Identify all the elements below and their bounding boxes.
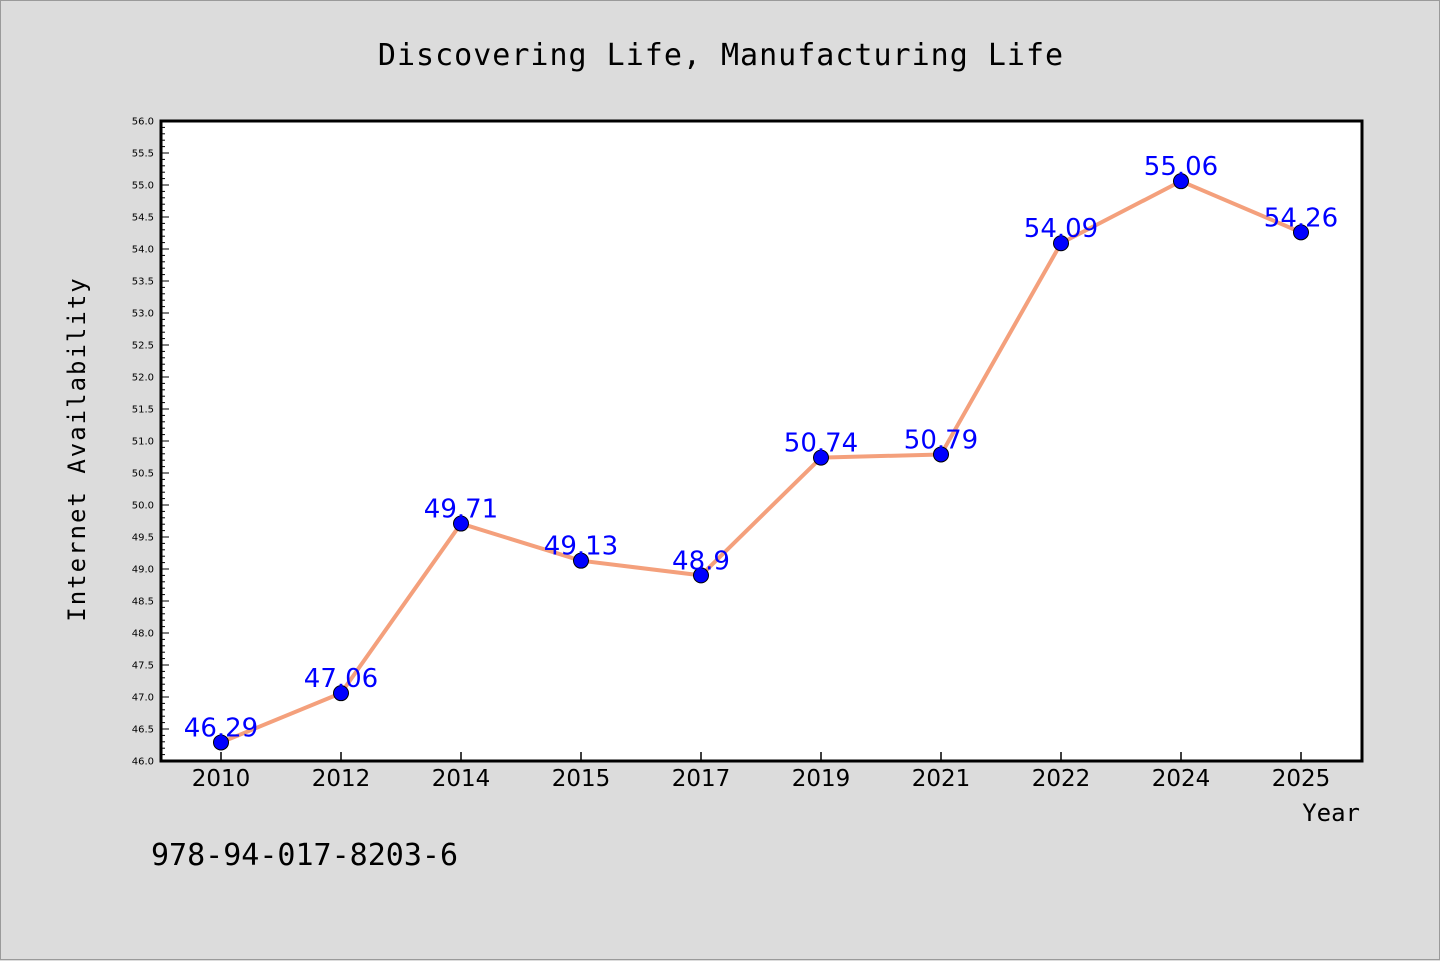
data-markers xyxy=(213,173,1309,751)
y-tick-label: 54.5 xyxy=(132,213,154,224)
y-tick-label: 50.5 xyxy=(132,469,154,480)
y-tick-label: 51.5 xyxy=(132,405,154,416)
x-axis-ticks: 2010 2012 2014 2015 2017 2019 2021 2022 2024 2025 xyxy=(192,752,1331,792)
data-labels: 46.29 47.06 49.71 49.13 48.9 50.74 50.79 54.09 5… xyxy=(184,152,1338,743)
data-point xyxy=(1293,224,1309,241)
data-label: 47.06 xyxy=(304,664,378,694)
y-tick-label: 52.5 xyxy=(132,341,154,352)
chart-title: Discovering Life, Manufacturing Life xyxy=(378,38,1064,73)
y-tick-label: 49.5 xyxy=(132,533,154,544)
y-tick-label: 53.0 xyxy=(132,309,154,320)
y-tick-label: 56.0 xyxy=(132,117,154,128)
y-tick-label: 48.5 xyxy=(132,597,154,608)
data-point xyxy=(693,567,709,584)
y-tick-label: 46.0 xyxy=(132,757,154,768)
y-tick-label: 50.0 xyxy=(132,501,154,512)
data-label: 46.29 xyxy=(184,713,258,743)
y-tick-label: 49.0 xyxy=(132,565,154,576)
data-point xyxy=(1053,235,1069,252)
y-axis-label: Internet Availability xyxy=(63,276,91,621)
data-point xyxy=(813,449,829,466)
x-tick-label: 2017 xyxy=(672,766,731,792)
data-label: 50.79 xyxy=(904,425,978,455)
x-tick-label: 2024 xyxy=(1152,766,1211,792)
y-tick-label: 54.0 xyxy=(132,245,154,256)
y-axis-ticks: 46.0 46.5 47.0 47.5 48.0 48.5 49.0 49.5 50.0 50.5… xyxy=(132,117,169,768)
x-axis-label: Year xyxy=(1302,799,1360,827)
data-label: 50.74 xyxy=(784,429,858,459)
x-tick-label: 2012 xyxy=(312,766,371,792)
data-point xyxy=(933,446,949,463)
data-label: 48.9 xyxy=(672,546,730,576)
series-line xyxy=(220,179,1302,745)
y-tick-label: 47.5 xyxy=(132,661,154,672)
x-tick-label: 2015 xyxy=(552,766,611,792)
y-tick-label: 48.0 xyxy=(132,629,154,640)
x-tick-label: 2014 xyxy=(432,766,491,792)
data-label: 49.71 xyxy=(424,495,498,525)
y-tick-label: 55.0 xyxy=(132,181,154,192)
plot-area xyxy=(159,119,1364,763)
y-tick-label: 53.5 xyxy=(132,277,154,288)
data-point xyxy=(1173,173,1189,190)
x-tick-label: 2022 xyxy=(1032,766,1091,792)
y-tick-label: 47.0 xyxy=(132,693,154,704)
data-point xyxy=(453,515,469,532)
x-tick-label: 2010 xyxy=(192,766,251,792)
x-tick-label: 2025 xyxy=(1272,766,1331,792)
x-tick-label: 2019 xyxy=(792,766,851,792)
data-point xyxy=(573,552,589,569)
data-point xyxy=(333,685,349,702)
y-tick-label: 51.0 xyxy=(132,437,154,448)
x-tick-label: 2021 xyxy=(912,766,971,792)
y-tick-label: 52.0 xyxy=(132,373,154,384)
data-label: 49.13 xyxy=(544,532,618,562)
data-label: 54.26 xyxy=(1264,203,1338,233)
data-label: 54.09 xyxy=(1024,214,1098,244)
y-tick-label: 55.5 xyxy=(132,149,154,160)
data-point xyxy=(213,734,229,751)
y-tick-label: 46.5 xyxy=(132,725,154,736)
isbn-text: 978-94-017-8203-6 xyxy=(151,838,458,873)
data-label: 55.06 xyxy=(1144,152,1218,182)
